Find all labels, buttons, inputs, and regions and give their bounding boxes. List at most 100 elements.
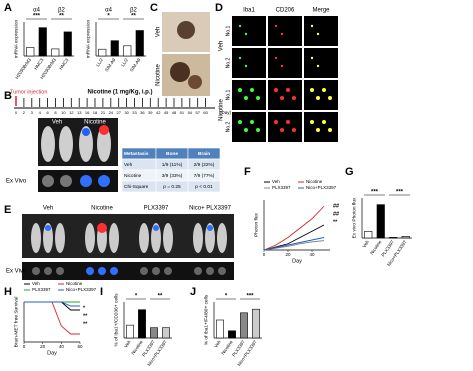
cell-signal	[328, 96, 332, 100]
brain	[32, 267, 40, 275]
day-label: 16	[85, 110, 90, 115]
panel-label: I	[100, 286, 103, 298]
cell-signal	[256, 96, 260, 100]
brain	[140, 267, 148, 275]
series-line	[263, 237, 325, 251]
x-tick-label: 0	[263, 252, 266, 257]
signal	[45, 225, 51, 231]
signal	[153, 225, 159, 231]
panel-label: H	[4, 286, 12, 298]
cell-signal	[274, 88, 278, 92]
brain	[60, 175, 72, 187]
day-label: 2	[23, 110, 26, 115]
group-label: Nico+ PLX3397	[189, 206, 232, 212]
table-text: 1/9 (11%)	[162, 162, 183, 168]
row-label: Veh	[156, 27, 162, 37]
y-axis-label: Ex vivo Photon flux	[351, 197, 357, 238]
row-label: Ex Vivo	[6, 179, 27, 185]
bar	[123, 45, 132, 57]
fluorescence-image	[232, 112, 266, 142]
day-label: 30	[124, 110, 129, 115]
panel-label: G	[345, 166, 354, 178]
significance: *	[135, 294, 138, 300]
cell-signal	[244, 64, 248, 68]
column-label: Iba1	[243, 8, 255, 14]
bar	[401, 236, 410, 239]
brain	[98, 175, 110, 187]
significance: **	[59, 14, 64, 20]
mouse	[109, 223, 119, 253]
panel-label: C	[150, 2, 158, 14]
cell-signal	[292, 96, 296, 100]
table-text: Chi-Square	[124, 184, 149, 190]
bar	[138, 309, 146, 339]
legend-label: Veh	[32, 281, 40, 286]
y-axis-label: % of Iba1+/F4/80+ cells	[203, 294, 209, 345]
bar	[389, 237, 398, 239]
significance: *	[107, 14, 110, 20]
ihc-cell	[188, 75, 202, 89]
significance: ##	[333, 211, 339, 217]
legend-label: Nicotine	[306, 179, 323, 184]
panel-label: E	[4, 204, 11, 216]
column-label: CD206	[276, 8, 295, 14]
x-tick-label: H2030BrM3	[14, 57, 32, 80]
x-tick-label: HMC3	[58, 57, 70, 71]
group-label: Veh	[43, 206, 53, 212]
panel-label: B	[4, 90, 12, 102]
significance: **	[83, 321, 88, 327]
y-axis-label: mRNA expression	[13, 19, 19, 58]
legend-label: PLX3397	[32, 287, 51, 292]
legend-label: PLX3397	[272, 185, 291, 190]
fluorescence-image	[268, 112, 302, 142]
brain	[80, 175, 92, 187]
row-label: No.1	[225, 26, 231, 37]
day-label: 0	[15, 110, 18, 115]
row-label: No.2	[225, 122, 231, 133]
cell-signal	[244, 96, 248, 100]
table-text: 2/9 (22%)	[194, 162, 215, 168]
ihc-cell	[177, 21, 195, 39]
table-text: p < 0.01	[195, 184, 213, 190]
table-text: Brain	[198, 151, 210, 157]
day-label: 48	[172, 110, 177, 115]
x-axis-label: Day	[47, 350, 57, 356]
bar	[216, 319, 224, 339]
day-label: 45	[164, 110, 169, 115]
table-text: Nicotine	[124, 173, 142, 179]
group-label: Nicotine	[91, 206, 113, 212]
cell-signal	[316, 128, 320, 132]
x-tick-label: 40	[309, 252, 315, 257]
cell-signal	[310, 88, 314, 92]
bar	[38, 27, 47, 57]
x-tick-label: SIM-A9	[129, 57, 142, 73]
x-tick-label: LL/2	[120, 57, 129, 67]
y-axis-label: mRNA expression	[85, 19, 91, 58]
significance: **	[131, 14, 136, 20]
bar	[240, 312, 248, 339]
brain	[86, 267, 94, 275]
fluorescence-image	[232, 80, 266, 110]
mouse	[55, 223, 65, 253]
cell-signal	[256, 128, 260, 132]
signal	[97, 223, 107, 233]
fluorescence-image	[232, 16, 266, 46]
mouse	[205, 223, 215, 253]
mouse	[139, 223, 149, 253]
cell-signal	[316, 64, 320, 68]
fluorescence-image	[232, 48, 266, 78]
mouse	[85, 223, 95, 253]
fluorescence-image	[268, 80, 302, 110]
row-label: Ex Vivo	[6, 269, 27, 275]
group-label: β2	[130, 8, 137, 14]
x-tick-label: 60	[77, 344, 83, 349]
mouse	[193, 223, 203, 253]
fluorescence-image	[304, 80, 338, 110]
annotation: Tumor injection	[10, 89, 47, 95]
brain	[218, 267, 226, 275]
cell-signal	[244, 32, 248, 36]
significance: **	[333, 219, 338, 225]
mouse	[217, 223, 227, 253]
panel-label: D	[215, 2, 223, 14]
bar	[150, 327, 158, 339]
